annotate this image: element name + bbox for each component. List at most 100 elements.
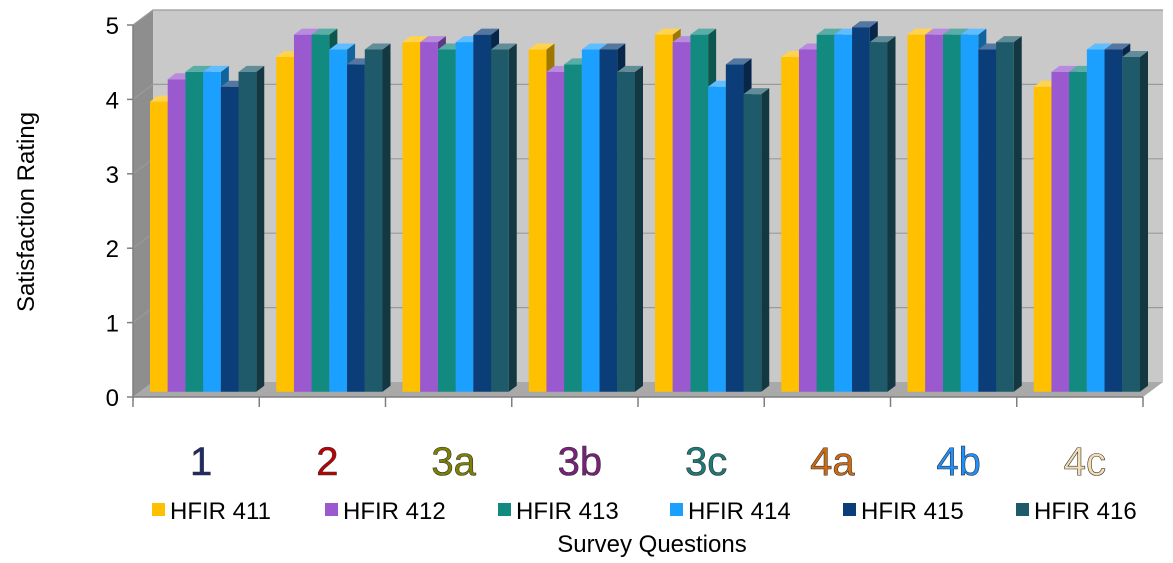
- legend-swatch: [670, 503, 683, 516]
- legend-item: HFIR 412: [325, 498, 446, 525]
- bar-front: [473, 34, 492, 392]
- category-label: 2: [316, 440, 338, 484]
- bar-front: [203, 71, 221, 392]
- bar-front: [743, 94, 762, 392]
- category-label: 3c: [685, 440, 727, 484]
- bar-top: [743, 88, 770, 95]
- bar-front: [599, 49, 618, 392]
- bar-top: [203, 65, 229, 72]
- bar-top: [816, 28, 843, 35]
- bar-front: [150, 101, 168, 392]
- bar-front: [329, 49, 348, 392]
- legend-label: HFIR 415: [861, 498, 964, 525]
- bar-front: [996, 42, 1014, 392]
- y-tick-label: 2: [106, 236, 119, 263]
- legend-label: HFIR 416: [1034, 498, 1137, 525]
- bar-front: [978, 49, 997, 392]
- bar: [364, 43, 391, 392]
- bars-group: [150, 21, 1148, 392]
- bar-top: [402, 36, 429, 43]
- bar-front: [852, 27, 870, 392]
- bar-front: [816, 34, 835, 392]
- bar-top: [925, 28, 951, 35]
- bar-front: [1069, 71, 1087, 392]
- bar-side: [508, 43, 517, 392]
- bar-front: [1122, 56, 1140, 392]
- y-tick-label: 3: [106, 162, 119, 189]
- bar-top: [528, 43, 555, 50]
- bar-front: [311, 34, 330, 392]
- bar-front: [347, 64, 365, 392]
- bar-front: [617, 71, 635, 392]
- bar-top: [852, 21, 878, 28]
- bar: [869, 36, 896, 392]
- category-labels: 1 2 3a 3b 3c 4a 4b 4c: [190, 440, 1107, 485]
- legend-label: HFIR 411: [170, 498, 271, 525]
- bar-top: [581, 43, 608, 50]
- y-tick-label: 4: [106, 87, 119, 114]
- bar-top: [869, 36, 896, 43]
- bar-front: [1051, 71, 1070, 392]
- bar-front: [455, 42, 474, 392]
- bar: [491, 43, 517, 392]
- category-label: 1: [190, 440, 212, 484]
- bar-front: [869, 42, 888, 392]
- bar-front: [437, 49, 456, 392]
- y-tick-label: 5: [106, 13, 119, 40]
- legend-item: HFIR 413: [498, 498, 619, 525]
- bar-front: [167, 79, 186, 392]
- legend-label: HFIR 412: [343, 498, 446, 525]
- bar-top: [329, 43, 356, 50]
- bar-front: [708, 86, 726, 392]
- bar-top: [364, 43, 391, 50]
- bar-front: [960, 34, 979, 392]
- bar-top: [1104, 43, 1131, 50]
- bar-top: [1086, 43, 1113, 50]
- bar-top: [1122, 50, 1148, 57]
- bar-side: [1013, 36, 1022, 392]
- axes: [127, 24, 1144, 407]
- bar-front: [491, 49, 509, 392]
- bar-front: [402, 42, 421, 392]
- bar-front: [798, 49, 817, 392]
- legend-swatch: [152, 503, 165, 516]
- bar-front: [925, 34, 943, 392]
- bar-front: [581, 49, 600, 392]
- bar: [996, 36, 1022, 392]
- bar-side: [382, 43, 391, 392]
- bar-top: [725, 58, 752, 65]
- bar: [743, 88, 770, 392]
- bar-front: [907, 34, 926, 392]
- bar-top: [420, 36, 446, 43]
- bar-top: [907, 28, 934, 35]
- bar-front: [528, 49, 547, 392]
- category-label: 3a: [431, 440, 476, 484]
- y-tick-label: 0: [106, 385, 119, 412]
- bar-front: [564, 64, 582, 392]
- legend: HFIR 411 HFIR 412 HFIR 413 HFIR 414 HFIR 415…: [152, 498, 1137, 525]
- bar-top: [185, 65, 212, 72]
- category-label: 4c: [1064, 440, 1106, 484]
- bar-top: [960, 28, 987, 35]
- y-axis-title: Satisfaction Rating: [13, 112, 40, 312]
- legend-label: HFIR 413: [516, 498, 619, 525]
- bar-front: [293, 34, 312, 392]
- bar-side: [887, 36, 896, 392]
- bar: [238, 65, 265, 392]
- legend-item: HFIR 411: [152, 498, 271, 525]
- bar-front: [1033, 86, 1052, 392]
- legend-swatch: [325, 503, 338, 516]
- bar-front: [1086, 49, 1105, 392]
- bar-front: [725, 64, 744, 392]
- bar-side: [256, 65, 265, 392]
- bar-top: [1051, 65, 1078, 72]
- bar-front: [185, 71, 204, 392]
- legend-label: HFIR 414: [688, 498, 791, 525]
- category-label: 4b: [936, 440, 981, 484]
- bar-top: [293, 28, 320, 35]
- bar-top: [655, 28, 681, 35]
- legend-swatch: [1016, 503, 1029, 516]
- legend-item: HFIR 416: [1016, 498, 1137, 525]
- bar-front: [276, 56, 294, 392]
